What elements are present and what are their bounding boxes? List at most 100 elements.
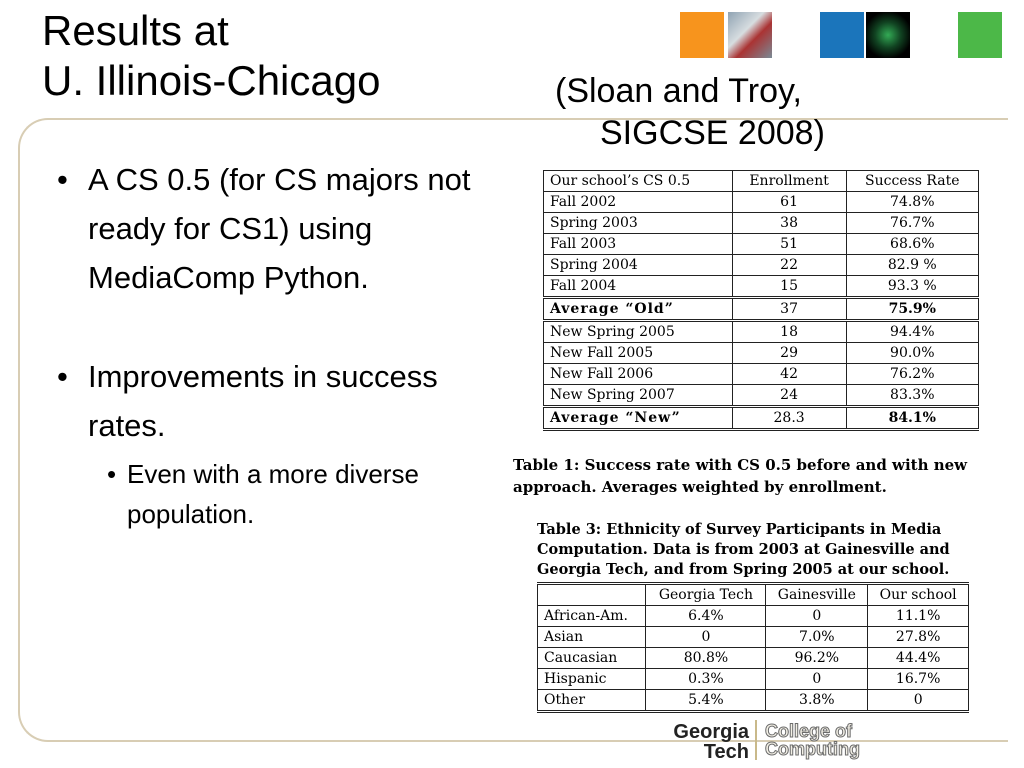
- table-cell: Caucasian: [536, 647, 647, 669]
- bullet-improvements: Improvements in success rates.: [55, 352, 505, 450]
- slide-title: Results at U. Illinois-Chicago: [42, 6, 380, 106]
- table-cell: Hispanic: [536, 668, 647, 690]
- georgia-tech-wordmark: Georgia Tech: [657, 722, 749, 762]
- table-cell: 94.4%: [845, 320, 980, 343]
- citation-line-2: SIGCSE 2008): [600, 114, 825, 152]
- logo-georgia-text: Georgia: [673, 721, 749, 743]
- table-cell: 16.7%: [867, 668, 969, 690]
- table-row: New Spring 2007 24 83.3%: [543, 384, 980, 407]
- table-cell: 29: [731, 342, 847, 364]
- table-cell: New Fall 2005: [543, 342, 733, 364]
- table-row: Fall 2002 61 74.8%: [543, 191, 980, 213]
- table-cell: 15: [731, 275, 847, 298]
- table-cell: 0: [867, 689, 969, 712]
- table-cell: 38: [731, 212, 847, 234]
- table-row: New Fall 2006 42 76.2%: [543, 363, 980, 385]
- table-cell: 68.6%: [845, 233, 980, 255]
- table-header-cell: Georgia Tech: [645, 583, 767, 606]
- table-cell: 11.1%: [867, 605, 969, 627]
- table-cell: Fall 2004: [543, 275, 733, 298]
- table-cell: 0: [765, 605, 869, 627]
- table-header-cell: [536, 583, 647, 606]
- table-row: African-Am. 6.4% 0 11.1%: [536, 605, 969, 627]
- table-cell: 7.0%: [765, 626, 869, 648]
- table-cell: 82.9 %: [845, 254, 980, 276]
- table-cell: 28.3: [731, 405, 847, 431]
- table-cell: Average “New”: [543, 405, 733, 431]
- table-cell: 90.0%: [845, 342, 980, 364]
- table-cell: 76.7%: [845, 212, 980, 234]
- orange-square-decor: [680, 12, 724, 58]
- table-cell: Average “Old”: [543, 296, 733, 322]
- table-header-cell: Enrollment: [731, 170, 847, 192]
- blue-square-decor: [820, 12, 864, 58]
- table-header-row: Our school’s CS 0.5 Enrollment Success R…: [543, 170, 980, 192]
- sub-bullet-diverse: Even with a more diverse population.: [107, 454, 505, 534]
- table-row: Fall 2003 51 68.6%: [543, 233, 980, 255]
- table-cell: 61: [731, 191, 847, 213]
- table-row: Other 5.4% 3.8% 0: [536, 689, 969, 712]
- table-1-caption: Table 1: Success rate with CS 0.5 before…: [513, 456, 968, 496]
- table-cell: 18: [731, 320, 847, 343]
- table-cell: Fall 2002: [543, 191, 733, 213]
- table-cell: 6.4%: [645, 605, 767, 627]
- table-cell: 22: [731, 254, 847, 276]
- table-cell: African-Am.: [536, 605, 647, 627]
- table-cell: Other: [536, 689, 647, 712]
- average-old-row: Average “Old” 37 75.9%: [543, 296, 980, 322]
- table-row: Fall 2004 15 93.3 %: [543, 275, 980, 298]
- table-cell: Spring 2004: [543, 254, 733, 276]
- table-row: Spring 2004 22 82.9 %: [543, 254, 980, 276]
- table-cell: 5.4%: [645, 689, 767, 712]
- citation: (Sloan and Troy, SIGCSE 2008): [555, 70, 825, 154]
- table-cell: New Spring 2005: [543, 320, 733, 343]
- table-cell: 0.3%: [645, 668, 767, 690]
- slide-frame: [18, 118, 1008, 742]
- table-cell: 75.9%: [845, 296, 980, 322]
- table-cell: Asian: [536, 626, 647, 648]
- table-cell: Spring 2003: [543, 212, 733, 234]
- logo-divider: [755, 720, 757, 760]
- table-cell: 3.8%: [765, 689, 869, 712]
- table-cell: 93.3 %: [845, 275, 980, 298]
- table-cell: 96.2%: [765, 647, 869, 669]
- title-line-2: U. Illinois-Chicago: [42, 57, 381, 104]
- table-row: Asian 0 7.0% 27.8%: [536, 626, 969, 648]
- citation-line-1: (Sloan and Troy,: [555, 72, 802, 110]
- bullet-cs05: A CS 0.5 (for CS majors not ready for CS…: [55, 155, 505, 302]
- network-graphic-thumbnail: [866, 12, 910, 58]
- logo-computing-text: Computing: [765, 739, 861, 759]
- success-rate-table: Our school’s CS 0.5 Enrollment Success R…: [543, 170, 980, 431]
- building-photo-thumbnail: [728, 12, 772, 58]
- table-header-row: Georgia Tech Gainesville Our school: [536, 583, 969, 606]
- table-cell: 83.3%: [845, 384, 980, 407]
- table-header-cell: Our school: [867, 583, 969, 606]
- table-row: New Fall 2005 29 90.0%: [543, 342, 980, 364]
- title-line-1: Results at: [42, 7, 229, 54]
- table-row: Hispanic 0.3% 0 16.7%: [536, 668, 969, 690]
- table-cell: New Spring 2007: [543, 384, 733, 407]
- table-cell: 80.8%: [645, 647, 767, 669]
- table-cell: 74.8%: [845, 191, 980, 213]
- logo-college-text: College of: [765, 721, 853, 741]
- table-cell: 44.4%: [867, 647, 969, 669]
- table-row: Caucasian 80.8% 96.2% 44.4%: [536, 647, 969, 669]
- average-new-row: Average “New” 28.3 84.1%: [543, 405, 980, 431]
- table-3-caption: Table 3: Ethnicity of Survey Participant…: [537, 521, 950, 578]
- table-cell: Fall 2003: [543, 233, 733, 255]
- table-cell: 42: [731, 363, 847, 385]
- college-of-computing-wordmark: College of Computing: [765, 721, 861, 759]
- table-row: Spring 2003 38 76.7%: [543, 212, 980, 234]
- table-header-cell: Gainesville: [765, 583, 869, 606]
- table-cell: 0: [645, 626, 767, 648]
- table-cell: 51: [731, 233, 847, 255]
- green-square-decor: [958, 12, 1002, 58]
- table-cell: 24: [731, 384, 847, 407]
- table-cell: New Fall 2006: [543, 363, 733, 385]
- table-cell: 76.2%: [845, 363, 980, 385]
- table-cell: 0: [765, 668, 869, 690]
- table-row: New Spring 2005 18 94.4%: [543, 320, 980, 343]
- table-cell: 84.1%: [845, 405, 980, 431]
- table-cell: 27.8%: [867, 626, 969, 648]
- bullet-list: A CS 0.5 (for CS majors not ready for CS…: [55, 155, 505, 534]
